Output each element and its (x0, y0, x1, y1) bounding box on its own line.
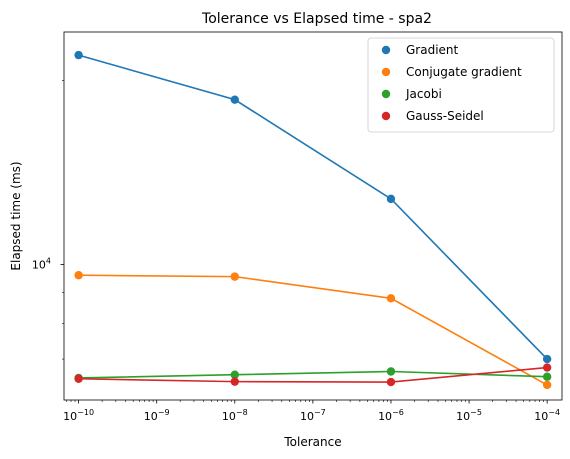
data-point (386, 367, 396, 376)
plot-frame (63, 31, 563, 401)
y-tick-base: 10 (32, 258, 46, 271)
x-tick-base: 10 (300, 410, 314, 423)
x-tick-label: 10−8 (222, 408, 248, 423)
data-point (542, 354, 552, 364)
y-axis-label: Elapsed time (ms) (9, 161, 23, 270)
data-point (74, 271, 83, 280)
legend-item: Conjugate gradient (381, 65, 522, 79)
series-line (78, 366, 548, 383)
series-gauss-seidel (74, 363, 552, 387)
legend-label: Gradient (406, 43, 459, 57)
legend-marker (381, 67, 391, 77)
data-point (74, 374, 83, 383)
x-tick-exponent: −5 (470, 408, 482, 417)
x-tick-label: 10−9 (144, 408, 170, 423)
legend-frame (367, 37, 555, 133)
x-tick-base: 10 (222, 410, 236, 423)
legend-label: Jacobi (405, 87, 442, 101)
data-point (386, 194, 396, 204)
x-tick-base: 10 (456, 410, 470, 423)
legend-marker (381, 45, 391, 55)
x-tick-label: 10−4 (534, 408, 560, 423)
legend-label: Gauss-Seidel (406, 109, 484, 123)
data-point (230, 272, 239, 281)
data-point (386, 377, 396, 387)
x-tick-exponent: −10 (77, 408, 94, 417)
series-conjugate-gradient (74, 271, 552, 390)
x-tick-exponent: −4 (548, 408, 560, 417)
data-point (542, 363, 552, 372)
x-tick-base: 10 (63, 410, 77, 423)
legend-item: Gradient (381, 43, 459, 57)
data-point (542, 380, 552, 390)
series-layer (74, 50, 552, 390)
x-tick-exponent: −7 (314, 408, 326, 417)
data-point (230, 370, 239, 379)
data-point (230, 377, 239, 386)
x-tick-base: 10 (534, 410, 548, 423)
x-tick-exponent: −8 (236, 408, 248, 417)
legend-item: Gauss-Seidel (381, 109, 484, 123)
data-point (74, 50, 83, 60)
x-tick-exponent: −9 (158, 408, 170, 417)
x-tick-label: 10−7 (300, 408, 326, 423)
x-tick-exponent: −6 (392, 408, 404, 417)
series-gradient (74, 50, 552, 364)
series-line (78, 274, 548, 386)
chart-title: Tolerance vs Elapsed time - spa2 (201, 11, 432, 27)
x-tick-label: 10−10 (63, 408, 94, 423)
x-tick-base: 10 (378, 410, 392, 423)
series-line (78, 54, 548, 360)
x-tick-label: 10−5 (456, 408, 482, 423)
data-point (542, 372, 552, 381)
legend-marker (381, 89, 391, 99)
x-axis-label: Tolerance (283, 435, 341, 449)
y-tick-label: 104 (32, 256, 51, 271)
data-point (386, 294, 396, 303)
y-tick-exponent: 4 (46, 256, 51, 265)
x-tick-label: 10−6 (378, 408, 404, 423)
x-tick-base: 10 (144, 410, 158, 423)
data-point (230, 95, 239, 104)
legend-marker (381, 111, 391, 121)
legend: Gradient Conjugate gradient Jacobi Gauss-Se… (367, 37, 555, 133)
legend-item: Jacobi (381, 87, 442, 101)
legend-label: Conjugate gradient (406, 65, 522, 79)
